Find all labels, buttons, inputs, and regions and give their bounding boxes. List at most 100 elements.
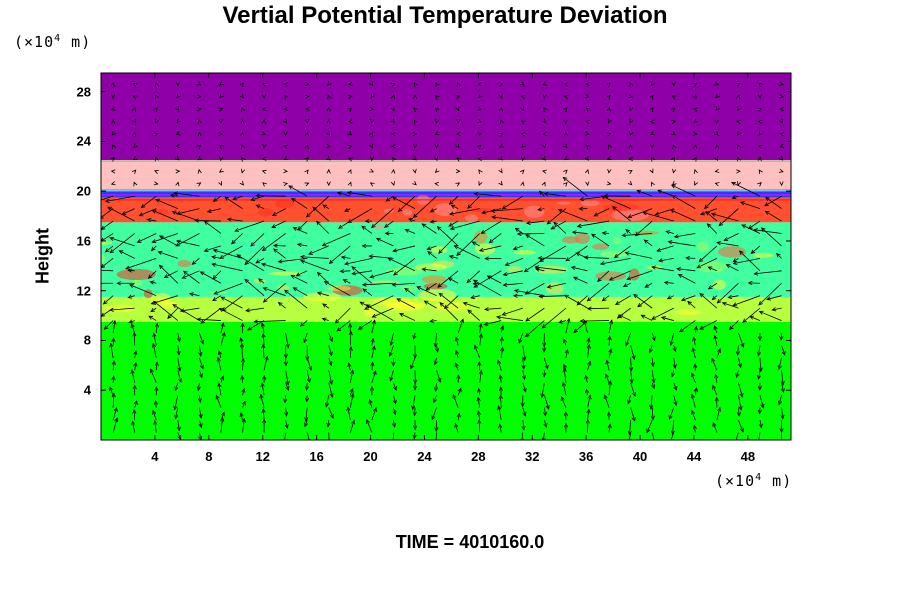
wind-arrow <box>757 156 762 162</box>
wind-arrow <box>262 287 286 297</box>
wind-arrow <box>470 294 480 300</box>
wind-arrow <box>110 81 115 87</box>
wind-arrow <box>501 195 524 210</box>
wind-arrow <box>404 287 416 297</box>
wind-arrow <box>606 106 611 112</box>
wind-arrow <box>412 132 418 137</box>
wind-arrow <box>133 400 138 408</box>
wind-arrow <box>152 332 157 346</box>
wind-arrow <box>326 168 331 174</box>
wind-arrow <box>104 245 114 253</box>
wind-arrow <box>642 211 674 222</box>
wind-arrow <box>396 298 416 309</box>
wind-arrow <box>539 245 567 262</box>
wind-arrow <box>696 258 718 269</box>
wind-arrow <box>197 168 202 174</box>
wind-arrow <box>692 156 697 162</box>
x-tick-label: 36 <box>578 449 594 464</box>
wind-arrow <box>426 245 437 251</box>
wind-arrow <box>434 420 439 432</box>
wind-arrow <box>154 144 159 150</box>
wind-arrow <box>154 156 159 162</box>
wind-arrow <box>587 360 592 371</box>
wind-arrow <box>112 406 118 421</box>
wind-vector-arrows <box>101 81 786 440</box>
wind-arrow <box>175 131 181 136</box>
wind-arrow <box>663 280 674 285</box>
wind-arrow <box>775 252 782 259</box>
wind-arrow <box>690 372 696 383</box>
wind-arrow <box>716 240 739 247</box>
wind-arrow <box>218 107 224 112</box>
heatmap-patch <box>603 203 639 212</box>
x-tick-label: 32 <box>525 449 540 464</box>
wind-arrow <box>110 169 116 174</box>
wind-arrow <box>736 407 741 417</box>
wind-arrow <box>101 269 114 272</box>
wind-arrow <box>283 106 289 111</box>
wind-arrow <box>392 407 397 416</box>
wind-arrow <box>431 407 437 421</box>
wind-arrow <box>735 370 740 379</box>
wind-arrow <box>738 382 744 398</box>
wind-arrow <box>344 257 372 266</box>
wind-arrow <box>212 270 222 280</box>
wind-arrow <box>111 392 116 408</box>
wind-arrow <box>434 345 440 353</box>
wind-arrow <box>650 131 655 136</box>
wind-arrow <box>584 131 590 136</box>
wind-arrow <box>477 419 482 433</box>
wind-arrow <box>690 393 696 408</box>
heatmap-patch <box>208 290 227 294</box>
wind-arrow <box>136 233 157 243</box>
wind-arrow <box>670 107 676 112</box>
wind-arrow <box>496 315 523 321</box>
wind-arrow <box>435 82 440 87</box>
wind-arrow <box>734 432 739 440</box>
wind-arrow <box>629 81 634 87</box>
wind-arrow <box>239 412 244 421</box>
x-tick-label: 40 <box>632 449 648 464</box>
wind-arrow <box>648 345 653 354</box>
x-tick-label: 4 <box>151 449 159 464</box>
wind-arrow <box>304 94 310 99</box>
wind-arrow <box>606 156 612 161</box>
wind-arrow <box>112 417 119 433</box>
wind-arrow <box>518 332 524 344</box>
wind-arrow <box>781 345 786 356</box>
wind-arrow <box>676 267 696 272</box>
wind-arrow <box>174 407 179 420</box>
wind-arrow <box>542 169 547 174</box>
wind-arrow <box>370 337 375 346</box>
wind-arrow <box>669 209 696 222</box>
wind-arrow <box>349 387 354 396</box>
wind-arrow <box>260 262 286 272</box>
wind-arrow <box>521 357 526 370</box>
wind-arrow <box>781 432 782 440</box>
wind-arrow <box>250 233 265 247</box>
wind-arrow <box>665 230 674 235</box>
heatmap-patch <box>131 279 142 287</box>
heatmap-bands <box>101 73 791 440</box>
wind-arrow <box>731 181 761 197</box>
wind-arrow <box>585 144 591 150</box>
wind-arrow <box>693 143 698 149</box>
wind-arrow <box>347 169 352 174</box>
wind-arrow <box>176 93 181 99</box>
wind-arrow <box>757 182 762 187</box>
wind-arrow <box>672 345 677 353</box>
wind-arrow <box>429 318 437 324</box>
wind-arrow <box>455 131 461 137</box>
wind-arrow <box>758 357 763 373</box>
wind-arrow <box>130 323 136 334</box>
wind-arrow <box>714 373 719 383</box>
wind-arrow <box>176 345 181 356</box>
wind-arrow <box>671 119 677 125</box>
wind-arrow <box>103 320 114 330</box>
wind-arrow <box>457 318 464 334</box>
heatmap-band-6 <box>101 73 791 161</box>
wind-arrow <box>452 393 459 408</box>
wind-arrow <box>175 169 181 174</box>
wind-arrow <box>680 295 696 302</box>
wind-arrow <box>447 277 459 284</box>
